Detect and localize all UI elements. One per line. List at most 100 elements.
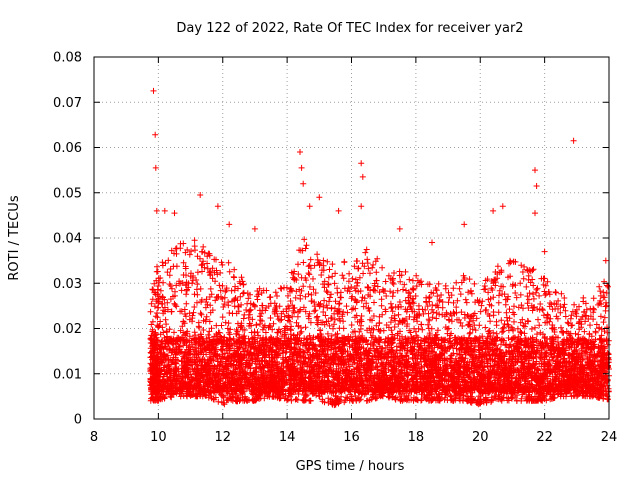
- data-point: [197, 310, 204, 317]
- data-point: [168, 308, 175, 315]
- data-point: [178, 383, 185, 390]
- data-point: [151, 280, 158, 287]
- data-point: [298, 328, 305, 335]
- data-point: [152, 291, 159, 298]
- data-point: [395, 311, 402, 318]
- data-point: [155, 383, 162, 390]
- data-point: [248, 329, 255, 336]
- data-point: [197, 331, 204, 338]
- data-point: [179, 280, 186, 286]
- data-point: [378, 296, 385, 303]
- data-point: [397, 278, 404, 285]
- data-point: [173, 303, 180, 310]
- data-point: [346, 270, 353, 277]
- data-point: [277, 285, 284, 292]
- data-point: [152, 394, 159, 400]
- data-point: [182, 249, 189, 256]
- data-point: [172, 349, 179, 356]
- data-point: [237, 293, 244, 300]
- data-point: [364, 256, 371, 263]
- data-point: [181, 306, 188, 313]
- data-point: [180, 318, 187, 325]
- data-point: [325, 281, 332, 288]
- data-point: [160, 388, 167, 395]
- data-point: [207, 285, 214, 292]
- data-point: [240, 290, 246, 297]
- data-point: [155, 295, 162, 302]
- data-point: [169, 347, 176, 354]
- data-point: [295, 261, 301, 268]
- data-point: [303, 242, 310, 249]
- data-point: [184, 386, 191, 392]
- grid-lines: [94, 57, 609, 419]
- data-point: [197, 369, 204, 376]
- data-point: [222, 319, 229, 326]
- data-point: [391, 270, 397, 276]
- data-point: [379, 264, 386, 271]
- data-point: [151, 350, 158, 357]
- data-point: [167, 266, 174, 272]
- data-point: [162, 383, 169, 390]
- data-point: [314, 313, 321, 320]
- data-point: [158, 360, 164, 366]
- data-point: [149, 336, 156, 343]
- data-point: [166, 272, 173, 279]
- data-points: [147, 87, 612, 409]
- data-point: [193, 371, 199, 378]
- data-point: [151, 330, 158, 337]
- data-point: [272, 289, 279, 296]
- data-point: [183, 300, 190, 307]
- data-point: [300, 259, 307, 266]
- data-point: [336, 325, 343, 332]
- data-point: [194, 299, 200, 306]
- data-point: [194, 366, 201, 373]
- data-point: [172, 302, 179, 308]
- data-point: [240, 289, 247, 296]
- data-point: [166, 281, 173, 288]
- data-point: [165, 359, 172, 365]
- data-point: [378, 302, 385, 309]
- data-point: [164, 363, 170, 370]
- data-point: [160, 279, 167, 286]
- data-point: [164, 269, 171, 276]
- data-point: [159, 354, 166, 361]
- data-point: [161, 381, 168, 387]
- data-point: [148, 386, 155, 392]
- data-point: [230, 273, 237, 280]
- data-point: [254, 329, 261, 336]
- data-point: [173, 390, 180, 397]
- data-point: [173, 263, 180, 270]
- data-point: [166, 347, 173, 353]
- data-point: [157, 318, 164, 325]
- data-point: [330, 325, 336, 332]
- data-point: [281, 313, 288, 320]
- data-point: [172, 381, 179, 388]
- data-point: [188, 374, 195, 381]
- data-point: [188, 248, 195, 255]
- data-point: [438, 292, 445, 298]
- data-point: [179, 358, 186, 365]
- data-point: [147, 308, 154, 315]
- data-point: [157, 287, 164, 294]
- data-point: [163, 321, 170, 328]
- data-point: [162, 355, 169, 362]
- data-point: [329, 273, 336, 280]
- data-point: [159, 262, 166, 269]
- data-point: [343, 303, 350, 310]
- data-point: [433, 315, 440, 322]
- data-point: [148, 300, 155, 307]
- data-point: [401, 281, 408, 288]
- data-point: [197, 285, 204, 292]
- data-point: [180, 329, 187, 336]
- data-point: [190, 309, 197, 316]
- data-point: [337, 289, 344, 296]
- data-point: [183, 330, 190, 337]
- data-point: [425, 310, 432, 317]
- data-point: [253, 321, 260, 328]
- data-point: [216, 282, 223, 289]
- data-point: [225, 259, 232, 266]
- data-point: [402, 268, 409, 275]
- data-point: [362, 249, 369, 256]
- data-point: [199, 393, 206, 400]
